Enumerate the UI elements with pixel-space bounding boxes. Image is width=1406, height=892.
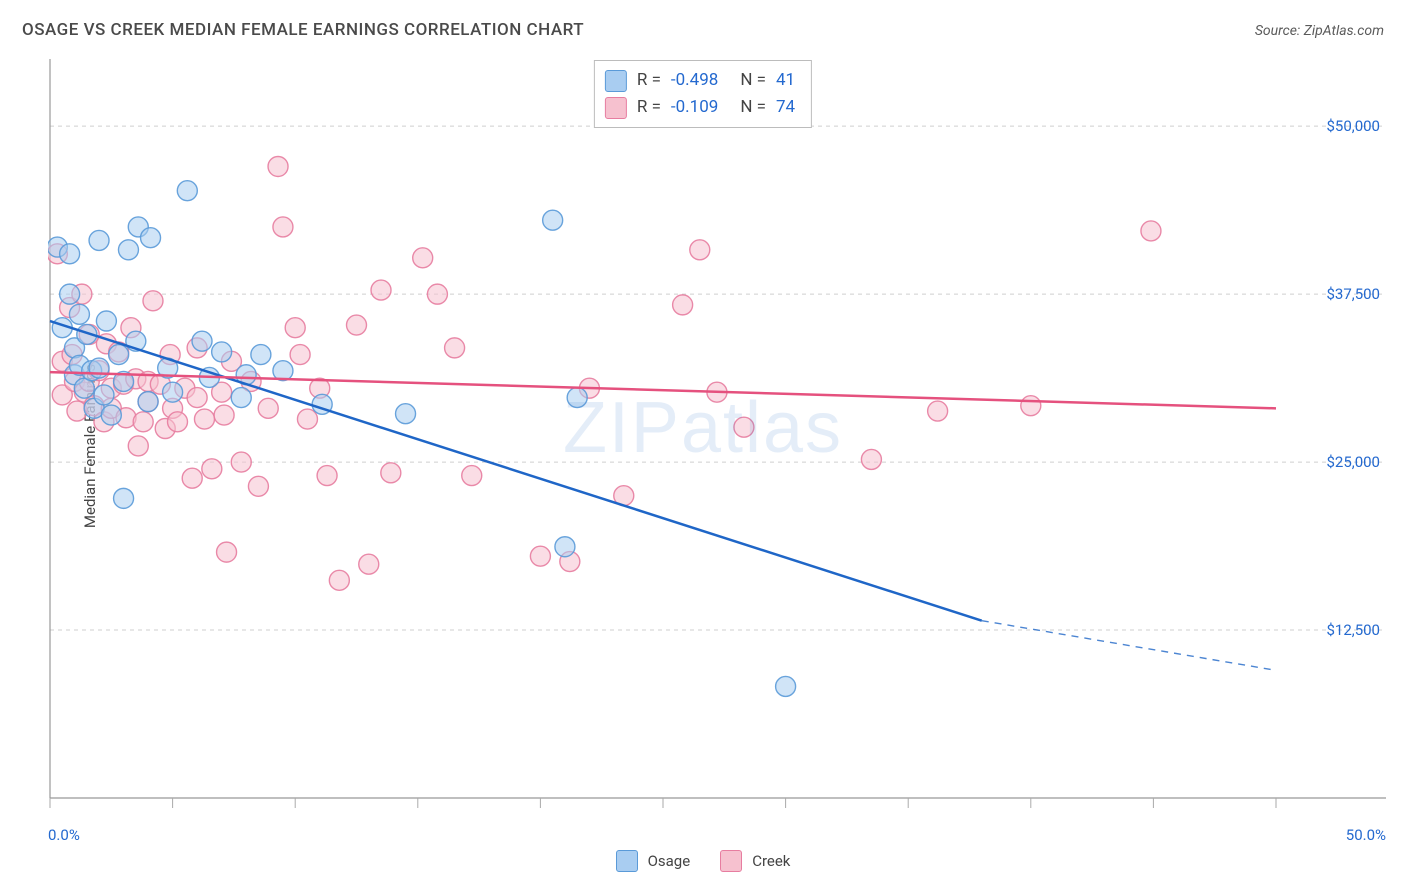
title-row: OSAGE VS CREEK MEDIAN FEMALE EARNINGS CO… <box>22 20 1384 40</box>
source-label: Source: ZipAtlas.com <box>1255 23 1384 39</box>
svg-text:$50,000: $50,000 <box>1326 117 1380 135</box>
legend-series: Osage Creek <box>0 850 1406 872</box>
legend-swatch <box>720 850 742 872</box>
chart-title: OSAGE VS CREEK MEDIAN FEMALE EARNINGS CO… <box>22 20 584 40</box>
svg-text:$25,000: $25,000 <box>1326 453 1380 471</box>
legend-label: Creek <box>752 852 790 870</box>
legend-item: Creek <box>720 850 790 872</box>
legend-n-value: 74 <box>776 94 795 121</box>
legend-n-value: 41 <box>776 67 795 94</box>
legend-r-value: -0.109 <box>671 94 718 121</box>
legend-r-key: R = <box>637 67 661 94</box>
legend-item: Osage <box>616 850 691 872</box>
legend-r-key: R = <box>637 94 661 121</box>
svg-text:$37,500: $37,500 <box>1326 285 1380 303</box>
chart-container: OSAGE VS CREEK MEDIAN FEMALE EARNINGS CO… <box>0 0 1406 892</box>
legend-swatch <box>605 97 627 119</box>
legend-stat-row: R = -0.109 N = 74 <box>605 94 795 121</box>
legend-stat-row: R = -0.498 N = 41 <box>605 67 795 94</box>
legend-r-value: -0.498 <box>671 67 718 94</box>
legend-n-key: N = <box>740 94 766 121</box>
legend-label: Osage <box>648 852 691 870</box>
legend-swatch <box>605 70 627 92</box>
legend-n-key: N = <box>740 67 766 94</box>
x-min-label: 0.0% <box>48 826 80 844</box>
legend-stats-box: R = -0.498 N = 41 R = -0.109 N = 74 <box>594 60 812 128</box>
plot-area: $12,500 $25,000 $37,500 $50,000 <box>48 55 1386 822</box>
legend-swatch <box>616 850 638 872</box>
scatter-plot-svg: $12,500 $25,000 $37,500 $50,000 <box>48 55 1386 822</box>
x-max-label: 50.0% <box>1346 826 1386 844</box>
svg-text:$12,500: $12,500 <box>1326 621 1380 639</box>
x-axis-labels: 0.0% 50.0% <box>48 826 1386 844</box>
